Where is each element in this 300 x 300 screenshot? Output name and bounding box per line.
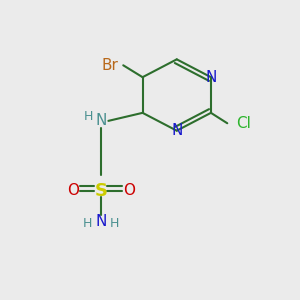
Text: O: O	[67, 183, 79, 198]
Text: N: N	[171, 123, 182, 138]
Text: H: H	[110, 217, 119, 230]
Text: S: S	[94, 182, 107, 200]
Text: H: H	[84, 110, 94, 123]
Text: H: H	[83, 217, 92, 230]
Text: N: N	[95, 214, 106, 230]
Text: Cl: Cl	[236, 116, 251, 131]
Text: O: O	[123, 183, 135, 198]
Text: N: N	[95, 113, 106, 128]
Text: N: N	[205, 70, 217, 85]
Text: Br: Br	[101, 58, 118, 73]
